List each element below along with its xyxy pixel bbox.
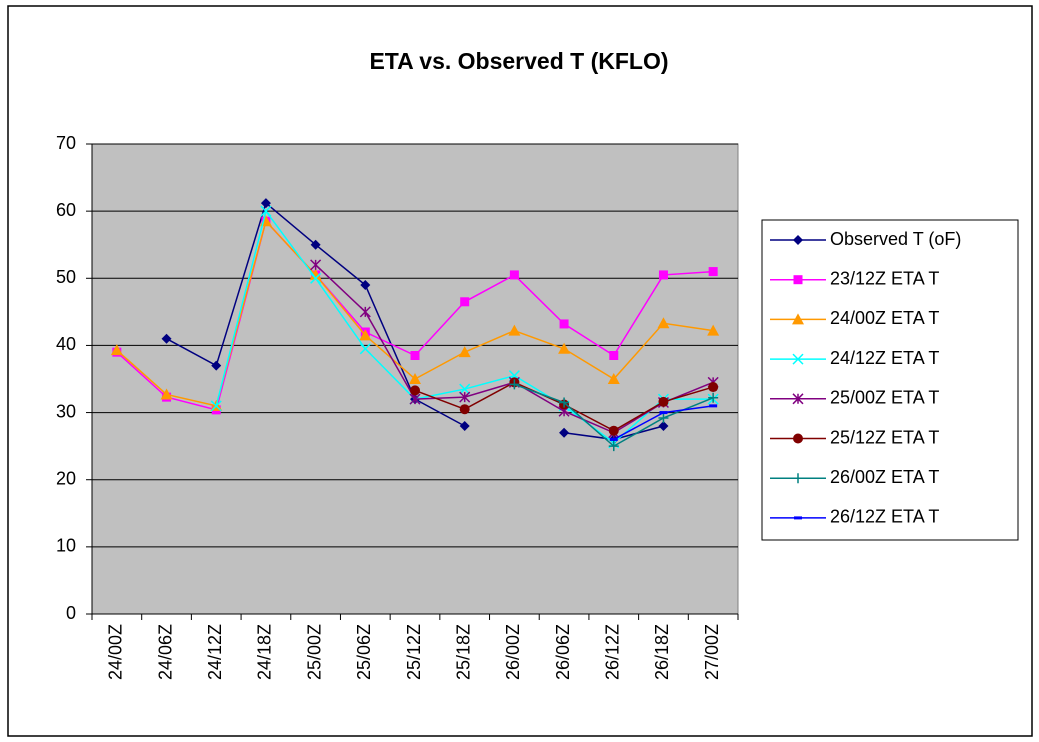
- legend-box: [761, 219, 1019, 541]
- y-tick-label: 30: [56, 401, 76, 421]
- y-tick-label: 0: [66, 603, 76, 623]
- legend-label: 25/00Z ETA T: [830, 388, 939, 408]
- legend-label: 25/12Z ETA T: [830, 427, 939, 447]
- marker: [559, 319, 569, 329]
- marker: [708, 392, 719, 403]
- y-tick-label: 70: [56, 133, 76, 153]
- marker: [793, 433, 803, 444]
- x-tick-label: 25/00Z: [304, 624, 324, 680]
- marker: [707, 324, 720, 336]
- marker: [310, 272, 322, 284]
- marker: [359, 329, 372, 341]
- y-tick-label: 20: [56, 468, 76, 488]
- marker: [409, 373, 421, 384]
- marker: [792, 313, 804, 325]
- marker: [558, 342, 571, 354]
- marker: [161, 333, 172, 344]
- marker: [459, 421, 470, 431]
- marker: [658, 421, 669, 431]
- marker: [459, 391, 471, 403]
- marker: [607, 373, 620, 384]
- marker: [658, 412, 669, 423]
- x-tick-label: 24/00Z: [106, 624, 126, 680]
- legend-label: 23/12Z ETA T: [830, 268, 939, 288]
- marker: [509, 379, 520, 390]
- marker: [509, 270, 519, 280]
- x-tick-label: 26/18Z: [652, 624, 672, 680]
- y-tick-label: 40: [56, 334, 76, 354]
- marker: [559, 427, 570, 438]
- y-tick-label: 60: [56, 200, 76, 220]
- marker: [793, 473, 803, 484]
- marker: [458, 346, 471, 358]
- marker: [359, 343, 371, 355]
- x-tick-label: 25/12Z: [404, 624, 424, 680]
- legend-label: Observed T (oF): [830, 229, 961, 249]
- marker: [211, 360, 222, 371]
- chart-title: ETA vs. Observed T (KFLO): [369, 48, 668, 74]
- marker: [459, 383, 471, 395]
- marker: [460, 297, 470, 307]
- marker: [260, 205, 272, 217]
- x-tick-label: 25/18Z: [453, 624, 473, 680]
- marker: [792, 353, 804, 365]
- x-tick-label: 26/06Z: [553, 624, 573, 680]
- marker: [210, 400, 222, 412]
- x-tick-label: 25/06Z: [354, 624, 374, 680]
- marker: [658, 396, 669, 407]
- marker: [459, 404, 470, 415]
- x-tick-label: 24/06Z: [155, 624, 175, 680]
- marker: [608, 441, 619, 452]
- marker: [657, 317, 670, 329]
- x-tick-label: 24/18Z: [255, 624, 275, 680]
- x-tick-label: 24/12Z: [205, 624, 225, 680]
- marker: [559, 397, 570, 408]
- marker: [708, 267, 718, 277]
- marker: [409, 393, 421, 405]
- x-tick-label: 26/00Z: [503, 624, 523, 680]
- y-tick-label: 10: [56, 536, 76, 556]
- marker: [359, 306, 371, 318]
- marker: [708, 382, 719, 393]
- legend-label: 24/12Z ETA T: [830, 348, 939, 368]
- x-tick-label: 27/00Z: [702, 624, 722, 680]
- marker: [110, 344, 123, 356]
- marker: [160, 388, 173, 400]
- marker: [310, 239, 321, 250]
- marker: [310, 259, 322, 271]
- marker: [609, 351, 619, 360]
- marker: [793, 275, 803, 285]
- marker: [608, 425, 619, 436]
- marker: [309, 268, 322, 280]
- marker: [658, 270, 668, 280]
- x-tick-label: 26/12Z: [603, 624, 623, 680]
- marker: [360, 280, 371, 290]
- legend-label: 26/12Z ETA T: [830, 507, 939, 527]
- marker: [410, 351, 420, 360]
- marker: [792, 393, 804, 405]
- legend-label: 26/00Z ETA T: [830, 467, 939, 487]
- marker: [793, 235, 803, 245]
- y-tick-label: 50: [56, 267, 76, 287]
- marker: [410, 385, 420, 396]
- legend-label: 24/00Z ETA T: [830, 308, 939, 328]
- marker: [508, 324, 521, 336]
- marker: [260, 198, 271, 209]
